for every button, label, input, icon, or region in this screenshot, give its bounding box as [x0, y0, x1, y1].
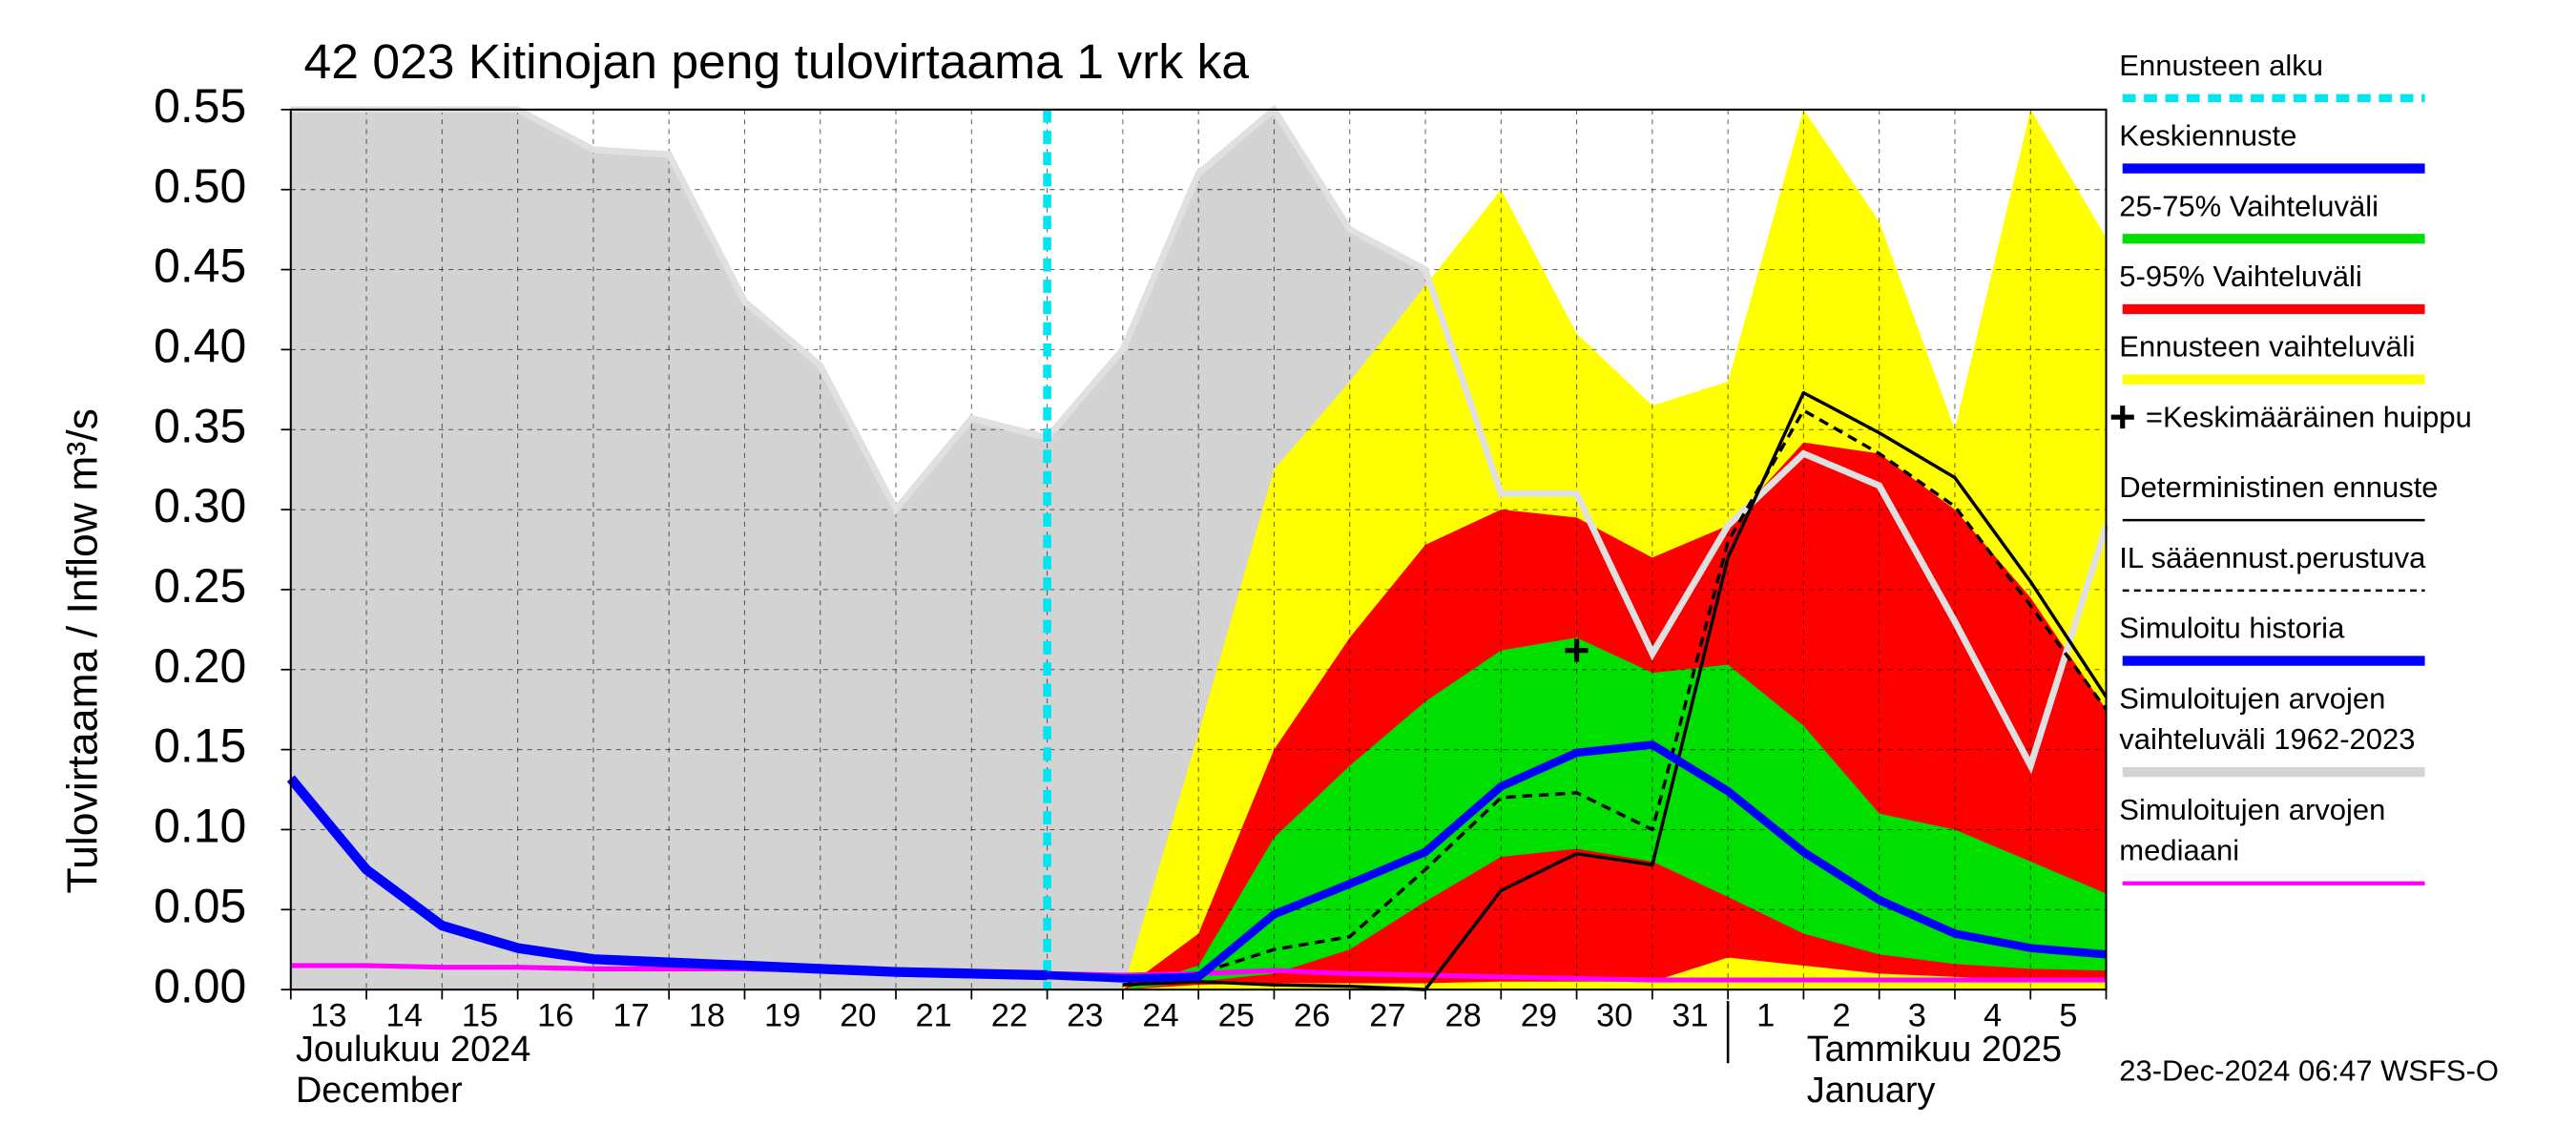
legend-label: Keskiennuste — [2119, 119, 2297, 153]
y-tick-label: 0.05 — [154, 880, 246, 933]
legend-entry: 5-95% Vaihteluväli — [2119, 260, 2362, 293]
x-tick-label: 16 — [537, 997, 573, 1033]
x-tick-label: 21 — [916, 997, 952, 1033]
legend-label: Simuloitujen arvojen vaihteluväli 1962-2… — [2119, 681, 2416, 756]
x-tick-label: 23 — [1067, 997, 1103, 1033]
legend-label: 25-75% Vaihteluväli — [2119, 189, 2379, 223]
legend-entry: IL sääennust.perustuva — [2119, 541, 2426, 574]
legend-label: Simuloitu historia — [2119, 612, 2345, 645]
x-tick-label: 2 — [1832, 997, 1850, 1033]
legend-entry: =Keskimääräinen huippu — [2145, 401, 2472, 434]
legend-label: IL sääennust.perustuva — [2119, 541, 2426, 574]
y-tick-label: 0.15 — [154, 719, 246, 773]
x-tick-label: 18 — [689, 997, 725, 1033]
legend-entry: Simuloitujen arvojen vaihteluväli 1962-2… — [2119, 681, 2416, 756]
x-tick-label: 14 — [386, 997, 423, 1033]
y-tick-label: 0.45 — [154, 239, 246, 293]
y-axis-label: Tulovirtaama / Inflow m³/s — [59, 408, 106, 893]
x-tick-label: 28 — [1444, 997, 1481, 1033]
peak-marker — [1565, 638, 1589, 662]
y-tick-label: 0.00 — [154, 959, 246, 1012]
legend-label: Ennusteen vaihteluväli — [2119, 330, 2416, 364]
x-tick-label: 15 — [462, 997, 498, 1033]
legend-entry: Ennusteen alku — [2119, 49, 2323, 82]
legend-entry: Ennusteen vaihteluväli — [2119, 330, 2416, 364]
x-tick-label: 27 — [1369, 997, 1405, 1033]
x-tick-label: 29 — [1521, 997, 1557, 1033]
y-tick-label: 0.40 — [154, 320, 246, 373]
x-tick-label: 22 — [991, 997, 1028, 1033]
y-tick-label: 0.55 — [154, 79, 246, 133]
y-tick-label: 0.50 — [154, 159, 246, 213]
x-tick-label: 17 — [613, 997, 649, 1033]
series-line — [1047, 740, 2107, 983]
legend-label: Ennusteen alku — [2119, 49, 2323, 82]
x-tick-label: 4 — [1984, 997, 2002, 1033]
x-tick-label: 5 — [2059, 997, 2077, 1033]
legend-label: Simuloitujen arvojen mediaani — [2119, 793, 2386, 867]
y-tick-label: 0.20 — [154, 639, 246, 693]
x-tick-label: 26 — [1294, 997, 1330, 1033]
y-tick-label: 0.30 — [154, 479, 246, 532]
y-tick-label: 0.10 — [154, 800, 246, 853]
chart-title: 42 023 Kitinojan peng tulovirtaama 1 vrk… — [304, 33, 1250, 89]
legend-swatch — [2110, 406, 2134, 429]
band-upper-edge — [290, 104, 2109, 775]
legend-entry: Simuloitu historia — [2119, 612, 2345, 645]
legend-entry: Simuloitujen arvojen mediaani — [2119, 793, 2386, 867]
series-line — [1122, 408, 2108, 987]
x-tick-label: 30 — [1596, 997, 1632, 1033]
footer: 23-Dec-2024 06:47 WSFS-O — [2119, 1054, 2499, 1088]
x-tick-label: 31 — [1672, 997, 1708, 1033]
month-label: January — [1807, 1071, 1936, 1111]
legend-entry: Deterministinen ennuste — [2119, 470, 2439, 504]
legend-entry: Keskiennuste — [2119, 119, 2297, 153]
month-label: Joulukuu 2024 — [296, 1030, 530, 1070]
x-tick-label: 1 — [1756, 997, 1775, 1033]
month-label: Tammikuu 2025 — [1807, 1030, 2062, 1070]
x-tick-label: 13 — [310, 997, 346, 1033]
legend-label: =Keskimääräinen huippu — [2145, 401, 2472, 434]
x-tick-label: 25 — [1218, 997, 1255, 1033]
y-tick-label: 0.25 — [154, 559, 246, 613]
month-label: December — [296, 1071, 463, 1111]
x-tick-label: 20 — [840, 997, 876, 1033]
legend-entry: 25-75% Vaihteluväli — [2119, 189, 2379, 223]
x-tick-label: 19 — [764, 997, 800, 1033]
x-tick-label: 24 — [1142, 997, 1178, 1033]
y-tick-label: 0.35 — [154, 399, 246, 452]
series-line — [1122, 390, 2108, 991]
peak-marker-shape — [1565, 638, 1589, 662]
x-tick-label: 3 — [1908, 997, 1926, 1033]
series-line — [286, 775, 1048, 981]
legend-label: Deterministinen ennuste — [2119, 470, 2439, 504]
band-area — [1122, 637, 2107, 990]
legend-label: 5-95% Vaihteluväli — [2119, 260, 2362, 293]
